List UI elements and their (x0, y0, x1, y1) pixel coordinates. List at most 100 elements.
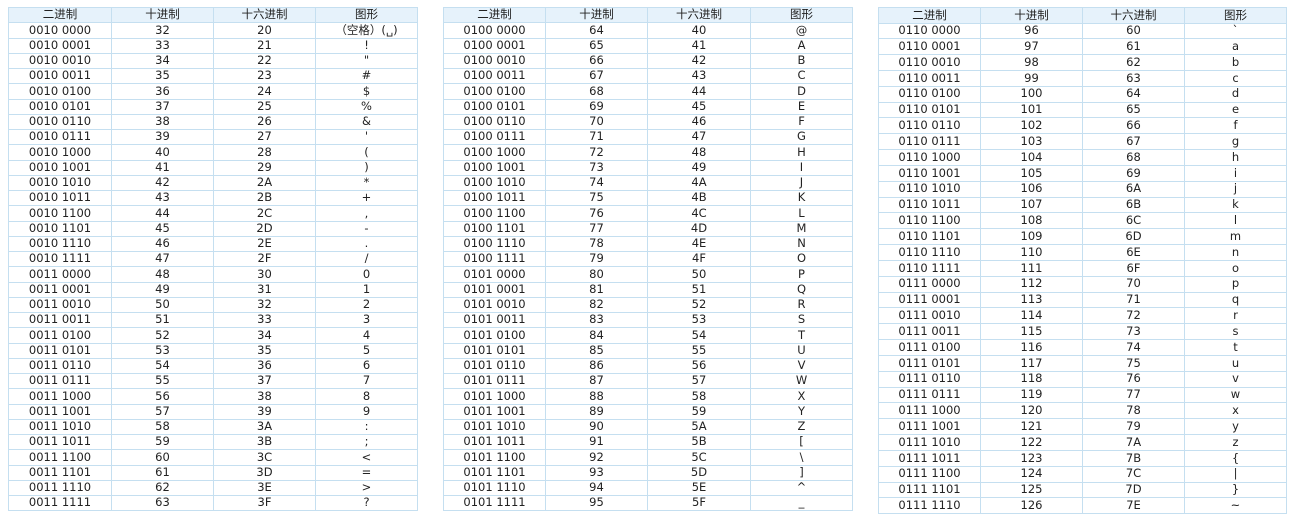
table-row: 0101 1111 95 5F _ (443, 494, 853, 512)
table-row: 0011 0000 48 30 0 (8, 266, 418, 283)
ascii-table-3: 二进制 十进制 十六进制 图形 0110 0000 96 60 ` 0110 0001 9… (878, 7, 1287, 515)
table-row: 0110 1010 106 6A j (878, 180, 1287, 198)
glyph-cell: J (750, 174, 853, 192)
table-row: 0111 1110 126 7E ~ (878, 497, 1287, 515)
glyph-cell: i (1184, 164, 1287, 182)
binary-cell: 0100 1011 (443, 189, 546, 207)
hex-cell: 75 (1082, 354, 1185, 372)
hex-cell: 25 (213, 98, 316, 115)
hex-cell: 21 (213, 37, 316, 54)
glyph-cell: p (1184, 275, 1287, 293)
column-header-glyph: 图形 (750, 6, 853, 24)
table-row: 0011 0101 53 35 5 (8, 342, 418, 359)
glyph-cell: ~ (1184, 497, 1287, 515)
glyph-cell: I (750, 159, 853, 176)
hex-cell: 2E (213, 235, 316, 253)
glyph-cell: t (1184, 339, 1287, 356)
table-row: 0010 0111 39 27 ' (8, 128, 418, 146)
binary-cell: 0100 1100 (443, 205, 546, 222)
decimal-cell: 43 (111, 189, 214, 207)
decimal-cell: 100 (980, 85, 1083, 103)
decimal-cell: 46 (111, 235, 214, 253)
table-row: 0011 0110 54 36 6 (8, 357, 418, 375)
hex-cell: 27 (213, 128, 316, 146)
decimal-cell: 66 (545, 52, 648, 70)
glyph-cell: N (750, 235, 853, 253)
table-row: 0111 0110 118 76 v (878, 370, 1287, 388)
binary-cell: 0010 1010 (8, 174, 112, 192)
binary-cell: 0011 0100 (8, 327, 112, 344)
glyph-cell: m (1184, 228, 1287, 246)
binary-cell: 0011 1011 (8, 433, 112, 451)
decimal-cell: 49 (111, 281, 214, 298)
glyph-cell: 9 (315, 403, 418, 420)
hex-cell: 32 (213, 296, 316, 314)
glyph-cell: O (750, 250, 853, 268)
hex-cell: 43 (647, 67, 751, 85)
column-header-hex: 十六进制 (647, 6, 751, 24)
table-row: 0100 0011 67 43 C (443, 67, 853, 85)
glyph-cell: ( (315, 144, 418, 161)
table-row: 0100 1010 74 4A J (443, 174, 853, 192)
binary-cell: 0111 1010 (878, 434, 981, 451)
binary-cell: 0101 1010 (443, 418, 546, 436)
table-row: 0010 1000 40 28( (8, 144, 418, 161)
binary-cell: 0111 0010 (878, 307, 981, 325)
hex-cell: 38 (213, 388, 316, 405)
decimal-cell: 79 (545, 250, 648, 268)
hex-cell: 6B (1082, 196, 1185, 214)
decimal-cell: 33 (111, 37, 214, 54)
decimal-cell: 70 (545, 113, 648, 131)
decimal-cell: 83 (545, 311, 648, 329)
glyph-cell: （空格）(␣) (315, 22, 418, 39)
table-row: 0111 0001 113 71 q (878, 291, 1287, 309)
hex-cell: 5D (647, 464, 751, 481)
binary-cell: 0101 0001 (443, 281, 546, 298)
decimal-cell: 120 (980, 402, 1083, 420)
table-row: 0100 0000 64 40 @ (443, 22, 853, 39)
table-row: 0101 1000 88 58 X (443, 388, 853, 405)
table-row: 0010 1101 45 2D - (8, 220, 418, 237)
glyph-cell: ! (315, 37, 418, 54)
hex-cell: 52 (647, 296, 751, 314)
glyph-cell: @ (750, 22, 853, 39)
decimal-cell: 57 (111, 403, 214, 420)
decimal-cell: 51 (111, 311, 214, 329)
glyph-cell: a (1184, 38, 1287, 56)
binary-cell: 0100 0000 (443, 22, 546, 39)
binary-cell: 0101 1101 (443, 464, 546, 481)
hex-cell: 2F (213, 250, 316, 268)
binary-cell: 0100 0100 (443, 83, 546, 100)
hex-cell: 47 (647, 128, 751, 146)
decimal-cell: 52 (111, 327, 214, 344)
hex-cell: 31 (213, 281, 316, 298)
binary-cell: 0110 0010 (878, 54, 981, 71)
decimal-cell: 44 (111, 205, 214, 222)
glyph-cell: Z (750, 418, 853, 436)
hex-cell: 76 (1082, 370, 1185, 388)
glyph-cell: _ (750, 494, 853, 512)
binary-cell: 0010 0000 (8, 22, 112, 39)
binary-cell: 0111 0100 (878, 339, 981, 356)
binary-cell: 0110 1101 (878, 228, 981, 246)
binary-cell: 0011 1100 (8, 449, 112, 466)
glyph-cell: v (1184, 370, 1287, 388)
table-row: 0100 1001 73 49 I (443, 159, 853, 176)
binary-cell: 0110 0110 (878, 117, 981, 135)
table-row: 0111 1100 124 7C | (878, 465, 1287, 483)
table-row: 0100 1011 75 4B K (443, 189, 853, 207)
hex-cell: 54 (647, 327, 751, 344)
table-row: 0110 1110 110 6E n (878, 244, 1287, 261)
glyph-cell: \ (750, 449, 853, 466)
glyph-cell: L (750, 205, 853, 222)
hex-cell: 29 (213, 159, 316, 176)
decimal-cell: 125 (980, 481, 1083, 499)
decimal-cell: 126 (980, 497, 1083, 515)
decimal-cell: 78 (545, 235, 648, 253)
table-row: 0100 0010 66 42 B (443, 52, 853, 70)
table-row: 0011 1111 63 3F? (8, 494, 418, 512)
decimal-cell: 58 (111, 418, 214, 436)
decimal-cell: 115 (980, 323, 1083, 341)
glyph-cell: | (1184, 465, 1287, 483)
glyph-cell: Q (750, 281, 853, 298)
